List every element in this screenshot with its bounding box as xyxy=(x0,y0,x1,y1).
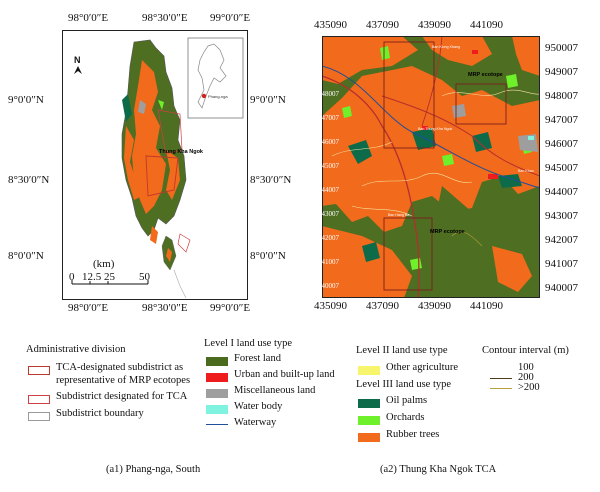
oil-palm-swatch xyxy=(358,399,380,408)
a2-bottom-x-4: 441090 xyxy=(470,300,503,312)
a2-left-y: 947007 xyxy=(318,114,339,122)
admin-swatch xyxy=(28,412,50,421)
caption-a2: (a2) Thung Kha Ngok TCA xyxy=(380,464,497,475)
thailand-inset: Phang-nga xyxy=(187,37,244,119)
a2-right-y: 949007 xyxy=(545,66,578,78)
scale-tick-12: 12.5 xyxy=(82,271,102,283)
admin-label: Subdistrict boundary xyxy=(56,408,144,419)
a2-right-y: 943007 xyxy=(545,210,578,222)
a2-top-x-1: 435090 xyxy=(314,19,347,31)
a1-left-lat-2: 8°30′0″N xyxy=(8,174,50,186)
a2-left-y: 940007 xyxy=(318,282,339,290)
admin-label: representative of MRP ecotopes xyxy=(56,375,191,386)
a2-left-y: 943007 xyxy=(318,210,339,218)
a1-right-lat-2: 8°30′0″N xyxy=(250,174,292,186)
waterway-swatch xyxy=(206,424,228,425)
a2-right-y: 944007 xyxy=(545,186,578,198)
a2-right-y: 942007 xyxy=(545,234,578,246)
village-label: Ban Klong Khang xyxy=(432,45,460,49)
admin-label: Subdistrict designated for TCA xyxy=(56,391,188,402)
caption-a1: (a1) Phang-nga, South xyxy=(106,464,201,475)
admin-swatch xyxy=(28,366,50,375)
a2-top-x-3: 439090 xyxy=(418,19,451,31)
level1-label: Urban and built-up land xyxy=(234,369,335,380)
level1-label: Water body xyxy=(234,401,283,412)
a1-top-lon-1: 98°0′0″E xyxy=(68,12,109,24)
misc-swatch xyxy=(206,389,228,398)
contour-label: 100 xyxy=(518,362,534,373)
mrp-ecotope-label-upper: MRP ecotope xyxy=(468,72,503,78)
north-arrow-icon: N xyxy=(74,55,82,74)
contour-label: 200 xyxy=(518,372,534,383)
a2-right-y: 946007 xyxy=(545,138,578,150)
a2-left-y: 942007 xyxy=(318,234,339,242)
level1-label: Forest land xyxy=(234,353,281,364)
thung-kha-ngok-label: Thung Kha Ngok xyxy=(159,149,204,155)
a2-right-y: 947007 xyxy=(545,114,578,126)
scale-tick-0: 0 xyxy=(69,271,75,283)
a2-bottom-x-1: 435090 xyxy=(314,300,347,312)
admin-legend-title: Administrative division xyxy=(26,344,126,355)
a1-bottom-lon-2: 98°30′0″E xyxy=(142,302,188,314)
a2-top-x-4: 441090 xyxy=(470,19,503,31)
a1-top-lon-3: 99°0′0″E xyxy=(210,12,251,24)
a2-left-y: 946007 xyxy=(318,138,339,146)
a1-bottom-lon-3: 99°0′0″E xyxy=(210,302,251,314)
rubber-swatch xyxy=(358,433,380,442)
forest-swatch xyxy=(206,357,228,366)
a2-bottom-x-3: 439090 xyxy=(418,300,451,312)
a2-bottom-x-2: 437090 xyxy=(366,300,399,312)
a2-left-y: 944007 xyxy=(318,186,339,194)
phang-nga-land-map xyxy=(121,39,191,299)
a1-map-frame: Phang-nga N Thung Kha Ngok xyxy=(62,30,248,300)
a1-right-lat-1: 9°0′0″N xyxy=(250,94,286,106)
a2-right-y: 948007 xyxy=(545,90,578,102)
admin-swatch xyxy=(28,395,50,404)
level2-legend-title: Level II land use type xyxy=(356,345,448,356)
level3-label: Oil palms xyxy=(386,395,428,406)
orchard-swatch xyxy=(358,416,380,425)
a1-bottom-lon-1: 98°0′0″E xyxy=(68,302,109,314)
a2-right-y: 945007 xyxy=(545,162,578,174)
inset-label: Phang-nga xyxy=(208,94,228,99)
scale-unit: (km) xyxy=(93,258,115,270)
village-label: Ban Thung Kha Ngok xyxy=(418,127,453,131)
contour-label: >200 xyxy=(518,382,540,393)
village-label: Ban Hang Ba xyxy=(388,213,409,217)
admin-label: TCA-designated subdistrict as xyxy=(56,362,184,373)
a2-right-y: 940007 xyxy=(545,282,578,294)
village-label: Ban Khao xyxy=(518,169,534,173)
urban-swatch xyxy=(206,373,228,382)
level1-legend-title: Level I land use type xyxy=(204,338,293,349)
a2-map-frame: MRP ecotope MRP ecotope Ban Klong Khang … xyxy=(322,36,540,298)
scale-bar xyxy=(71,280,149,285)
a2-top-x-2: 437090 xyxy=(366,19,399,31)
a1-left-lat-3: 8°0′0″N xyxy=(8,250,44,262)
level1-label: Miscellaneous land xyxy=(234,385,316,396)
svg-text:N: N xyxy=(74,55,81,65)
a2-left-y: 948007 xyxy=(318,90,339,98)
level3-legend-title: Level III land use type xyxy=(356,379,452,390)
a2-right-y: 950007 xyxy=(545,42,578,54)
mrp-ecotope-label-lower: MRP ecotope xyxy=(430,229,465,235)
a1-top-lon-2: 98°30′0″E xyxy=(142,12,188,24)
contour-swatch xyxy=(490,378,512,379)
scale-tick-25: 25 xyxy=(104,271,115,283)
a1-right-lat-3: 8°0′0″N xyxy=(250,250,286,262)
other-agri-swatch xyxy=(358,366,380,375)
a2-right-y: 941007 xyxy=(545,258,578,270)
contour-legend-title: Contour interval (m) xyxy=(482,345,569,356)
a1-left-lat-1: 9°0′0″N xyxy=(8,94,44,106)
level3-label: Orchards xyxy=(386,412,425,423)
level3-label: Rubber trees xyxy=(386,429,440,440)
a2-left-y: 945007 xyxy=(318,162,339,170)
level1-label: Waterway xyxy=(234,417,277,428)
scale-tick-50: 50 xyxy=(139,271,150,283)
a2-left-y: 941007 xyxy=(318,258,339,266)
contour-swatch xyxy=(490,388,512,389)
tka-land-map xyxy=(322,36,540,298)
water-swatch xyxy=(206,405,228,414)
level2-label: Other agriculture xyxy=(386,362,459,373)
